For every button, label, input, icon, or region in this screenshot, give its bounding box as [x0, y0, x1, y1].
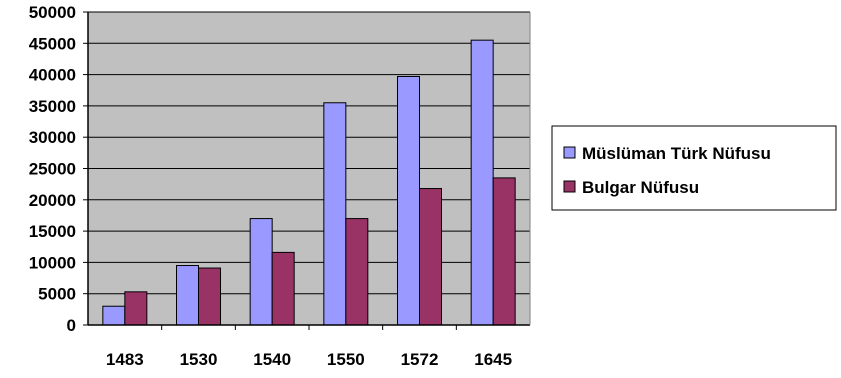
x-tick-label: 1550	[327, 350, 365, 369]
bar-turk-1540	[249, 218, 273, 326]
y-tick-label: 20000	[29, 191, 76, 210]
y-tick-label: 0	[67, 316, 76, 335]
bar-bulgar-1645	[492, 177, 516, 326]
x-tick-label: 1572	[401, 350, 439, 369]
y-tick-label: 35000	[29, 97, 76, 116]
bar-turk-1572	[397, 75, 420, 326]
legend-label-turk: Müslüman Türk Nüfusu	[582, 144, 771, 163]
x-tick-labels: 1483 1530 1540 1550 1572 1645	[106, 325, 512, 369]
x-tick-label: 1540	[253, 350, 291, 369]
bars	[102, 39, 516, 326]
bar-bulgar-1572	[419, 188, 442, 326]
bar-turk-1550	[323, 102, 347, 326]
bar-turk-1483	[102, 305, 126, 326]
bar-bulgar-1530	[198, 267, 221, 326]
legend-box	[551, 125, 837, 211]
y-tick-label: 25000	[29, 160, 76, 179]
x-tick-label: 1530	[180, 350, 218, 369]
gridlines	[88, 11, 530, 295]
legend-label-bulgar: Bulgar Nüfusu	[582, 178, 699, 197]
y-tick-label: 5000	[38, 285, 76, 304]
bar-bulgar-1483	[124, 291, 148, 326]
y-tick-label: 30000	[29, 128, 76, 147]
legend: Müslüman Türk Nüfusu Bulgar Nüfusu	[551, 125, 837, 211]
bar-bulgar-1550	[345, 218, 369, 326]
y-tick-label: 50000	[29, 3, 76, 22]
legend-swatch-turk	[563, 146, 576, 159]
y-tick-labels: 0 5000 10000 15000 20000 25000 30000 35000 40000…	[29, 3, 88, 335]
legend-swatch-bulgar	[563, 180, 576, 193]
y-tick-label: 15000	[29, 222, 76, 241]
x-tick-label: 1483	[106, 350, 144, 369]
y-tick-label: 10000	[29, 253, 76, 272]
y-tick-label: 45000	[29, 34, 76, 53]
y-tick-label: 40000	[29, 66, 76, 85]
bar-turk-1645	[470, 39, 494, 326]
bar-turk-1530	[176, 265, 199, 326]
x-tick-label: 1645	[474, 350, 512, 369]
bar-bulgar-1540	[271, 251, 295, 326]
